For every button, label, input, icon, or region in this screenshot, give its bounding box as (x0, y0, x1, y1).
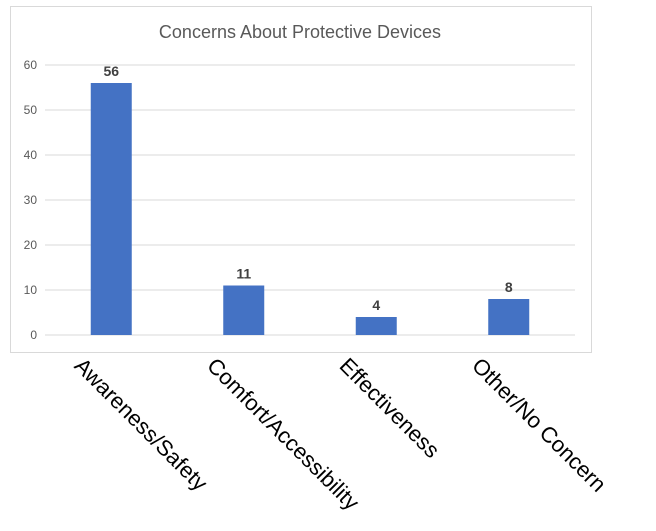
bar (90, 83, 132, 335)
data-label: 4 (372, 297, 380, 313)
bar (355, 317, 397, 335)
y-axis-ticks: 0 10 20 30 40 50 60 (24, 58, 38, 342)
x-category-label: Comfort/Accessibility (202, 353, 364, 515)
data-label: 8 (505, 279, 513, 295)
chart-title: Concerns About Protective Devices (159, 22, 441, 42)
data-labels: 56 11 4 8 (103, 63, 512, 313)
bar (488, 299, 530, 335)
gridlines (45, 64, 575, 336)
y-tick-label: 10 (24, 283, 38, 297)
data-label: 56 (103, 63, 119, 79)
y-tick-label: 30 (24, 193, 38, 207)
y-tick-label: 40 (24, 148, 38, 162)
y-tick-label: 50 (24, 103, 38, 117)
y-tick-label: 60 (24, 58, 38, 72)
bar (223, 285, 265, 335)
x-category-label: Awareness/Safety (70, 353, 213, 496)
y-tick-label: 20 (24, 238, 38, 252)
x-axis-categories: Awareness/SafetyComfort/AccessibilityEff… (70, 353, 611, 515)
x-category-label: Effectiveness (335, 353, 445, 463)
y-tick-label: 0 (30, 328, 37, 342)
bars (90, 83, 530, 335)
x-category-label: Other/No Concern (467, 353, 611, 497)
data-label: 11 (236, 266, 251, 282)
